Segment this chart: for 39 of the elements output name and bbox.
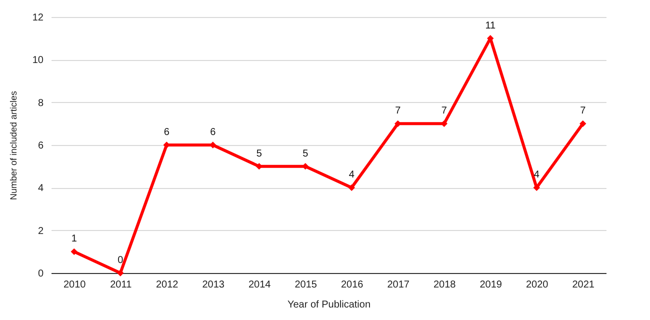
x-tick-label: 2013 (202, 280, 225, 290)
data-label: 6 (164, 127, 170, 138)
x-tick-label: 2011 (110, 280, 132, 290)
data-label: 7 (395, 106, 402, 117)
data-label: 6 (210, 127, 216, 138)
x-tick-label: 2021 (572, 280, 595, 290)
x-tick-label: 2018 (434, 280, 456, 290)
data-label: 5 (302, 148, 309, 160)
x-tick-label: 2019 (480, 280, 502, 290)
point (580, 120, 586, 128)
y-tick-label: 0 (38, 268, 44, 280)
x-tick-label: 2016 (341, 280, 364, 290)
point (302, 162, 309, 170)
point (117, 270, 124, 276)
y-tick-label: 8 (38, 98, 44, 109)
data-label: 7 (580, 106, 586, 117)
x-tick-label: 2012 (156, 280, 179, 290)
point (348, 184, 355, 192)
x-tick-label: 2017 (387, 280, 410, 290)
x-tick-label: 2010 (64, 280, 86, 290)
y-tick-label: 6 (38, 140, 44, 152)
y-tick-label: 10 (32, 55, 44, 66)
x-tick-label: 2020 (526, 280, 549, 290)
y-axis-title: Number of included articles (8, 90, 18, 200)
point (256, 162, 262, 170)
data-label: 0 (118, 255, 124, 266)
y-tick-label: 4 (38, 183, 44, 194)
x-axis-title: Year of Publication (287, 300, 371, 310)
data-label: 1 (71, 234, 78, 245)
x-tick-label: 2014 (248, 280, 272, 290)
point (70, 248, 78, 256)
data-label: 4 (534, 170, 540, 181)
y-tick-label: 2 (38, 226, 44, 237)
x-tick-label: 2015 (294, 280, 318, 290)
data-label: 7 (441, 106, 448, 117)
data-label: 5 (256, 148, 262, 160)
y-tick-label: 12 (32, 12, 44, 24)
data-label: 11 (485, 20, 496, 32)
data-label: 4 (348, 170, 355, 181)
